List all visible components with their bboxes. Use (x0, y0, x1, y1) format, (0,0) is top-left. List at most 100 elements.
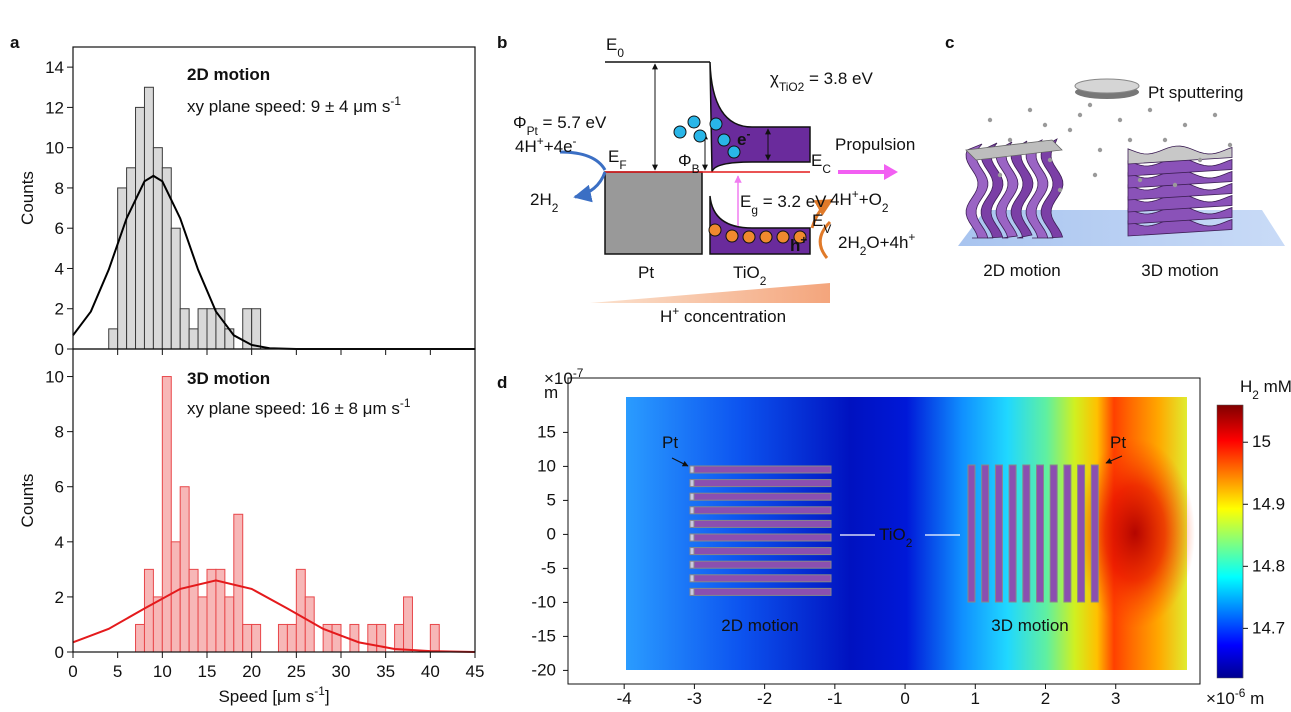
text-part: 2 (1252, 388, 1259, 402)
bar (170, 227, 181, 350)
sheet (1010, 140, 1034, 239)
panel-label: c (945, 33, 954, 52)
text-part: 2 (882, 201, 889, 215)
pt-metal (604, 171, 703, 255)
x-tick-label: 45 (466, 662, 485, 681)
arrow (671, 457, 689, 467)
tio2-layer (1049, 464, 1058, 603)
diagram-label: EV (812, 211, 831, 236)
bar (152, 596, 163, 653)
sheet (1025, 139, 1049, 239)
text-part: E (812, 211, 823, 230)
arrow (810, 198, 834, 229)
tio2-layer (693, 574, 832, 583)
band-diagram (559, 61, 898, 303)
bar (394, 623, 405, 653)
bar (277, 623, 288, 653)
tio2-layer (967, 464, 976, 603)
bar (331, 623, 342, 653)
text-part: 2H (530, 190, 552, 209)
bar (224, 596, 235, 653)
text-part: 2H (838, 233, 860, 252)
diagram-label: EF (608, 147, 627, 172)
tio2-layer (1063, 464, 1072, 603)
pt-layer (689, 574, 695, 583)
tio2-layer (994, 464, 1003, 603)
text-part: xy plane speed: 16 ± 8 μm s (187, 399, 400, 418)
bar (403, 596, 413, 653)
text-part: Speed [μm s (218, 687, 314, 706)
text-part: Φ (678, 151, 692, 170)
bar (179, 308, 190, 350)
text-part: + (672, 304, 679, 318)
tio2-layer (693, 479, 832, 488)
y-tick-label: 10 (537, 456, 556, 475)
annotation: TiO2 (879, 525, 913, 550)
annotation: 2D motion (721, 616, 798, 635)
pt-particle (1227, 142, 1233, 148)
x-tick-label: 15 (198, 662, 217, 681)
text-part: 2 (760, 274, 767, 288)
conduction-band (709, 61, 811, 173)
text-part: Pt (527, 124, 539, 138)
tio2-layer (693, 465, 832, 474)
target (1074, 78, 1140, 94)
text-part: V (823, 222, 831, 236)
pt-particle (1172, 182, 1178, 188)
diagram-label: EC (811, 151, 831, 176)
y-tick-label: 0 (55, 340, 64, 359)
arrow (559, 150, 607, 171)
tio2-layer (693, 506, 832, 515)
y-tick-label: 0 (55, 643, 64, 662)
structures (689, 464, 1099, 603)
text-part: E (608, 147, 619, 166)
x-tick-label: 20 (242, 662, 261, 681)
text-part: 4H (830, 190, 852, 209)
pt-particle (1117, 117, 1123, 123)
text-part: E (811, 151, 822, 170)
concentration-wedge (590, 283, 830, 303)
pt-particle (1162, 137, 1168, 143)
pt-layer (689, 533, 695, 542)
tio2-layer (693, 560, 832, 569)
bar (143, 86, 154, 350)
text-part: +O (859, 190, 882, 209)
x-tick-label: 40 (421, 662, 440, 681)
y-tick-label: 12 (45, 98, 64, 117)
bar (206, 308, 217, 350)
x-tick-label: 0 (68, 662, 77, 681)
diagram-label: 4H++O2 (830, 187, 889, 215)
x-tick-label: 5 (113, 662, 122, 681)
arrow (1105, 455, 1123, 464)
text-part: E (740, 192, 751, 211)
y-tick-label: 6 (55, 219, 64, 238)
fit-curve (72, 579, 476, 653)
text-part: H (660, 307, 672, 326)
y-tick-label: 14 (45, 58, 64, 77)
text-part: TiO (879, 525, 906, 544)
y-tick-label: 10 (45, 139, 64, 158)
bar (161, 376, 172, 653)
text-part: C (822, 162, 831, 176)
y-tick-label: 4 (55, 533, 64, 552)
plot-frame (567, 377, 1201, 685)
diagram-label: ΦB (678, 151, 700, 176)
pt-layer (689, 506, 695, 515)
y-tick-label: 10 (45, 368, 64, 387)
y-tick-label: 4 (55, 259, 64, 278)
colorbar-label: H2 mM (1240, 377, 1291, 402)
bar (135, 106, 145, 350)
text-part: 2 (860, 244, 867, 258)
panel-label: a (10, 33, 20, 52)
diagram-label: χTiO2 = 3.8 eV (770, 69, 873, 94)
pt-particle (1147, 107, 1153, 113)
bar (179, 486, 190, 653)
annotation: 3D motion (187, 369, 270, 388)
y-axis-label: Counts (18, 474, 37, 528)
bar (349, 623, 360, 653)
electrons (673, 115, 741, 159)
pt-particle (1197, 157, 1203, 163)
text-part: - (573, 134, 577, 148)
pt-particle (1127, 137, 1133, 143)
